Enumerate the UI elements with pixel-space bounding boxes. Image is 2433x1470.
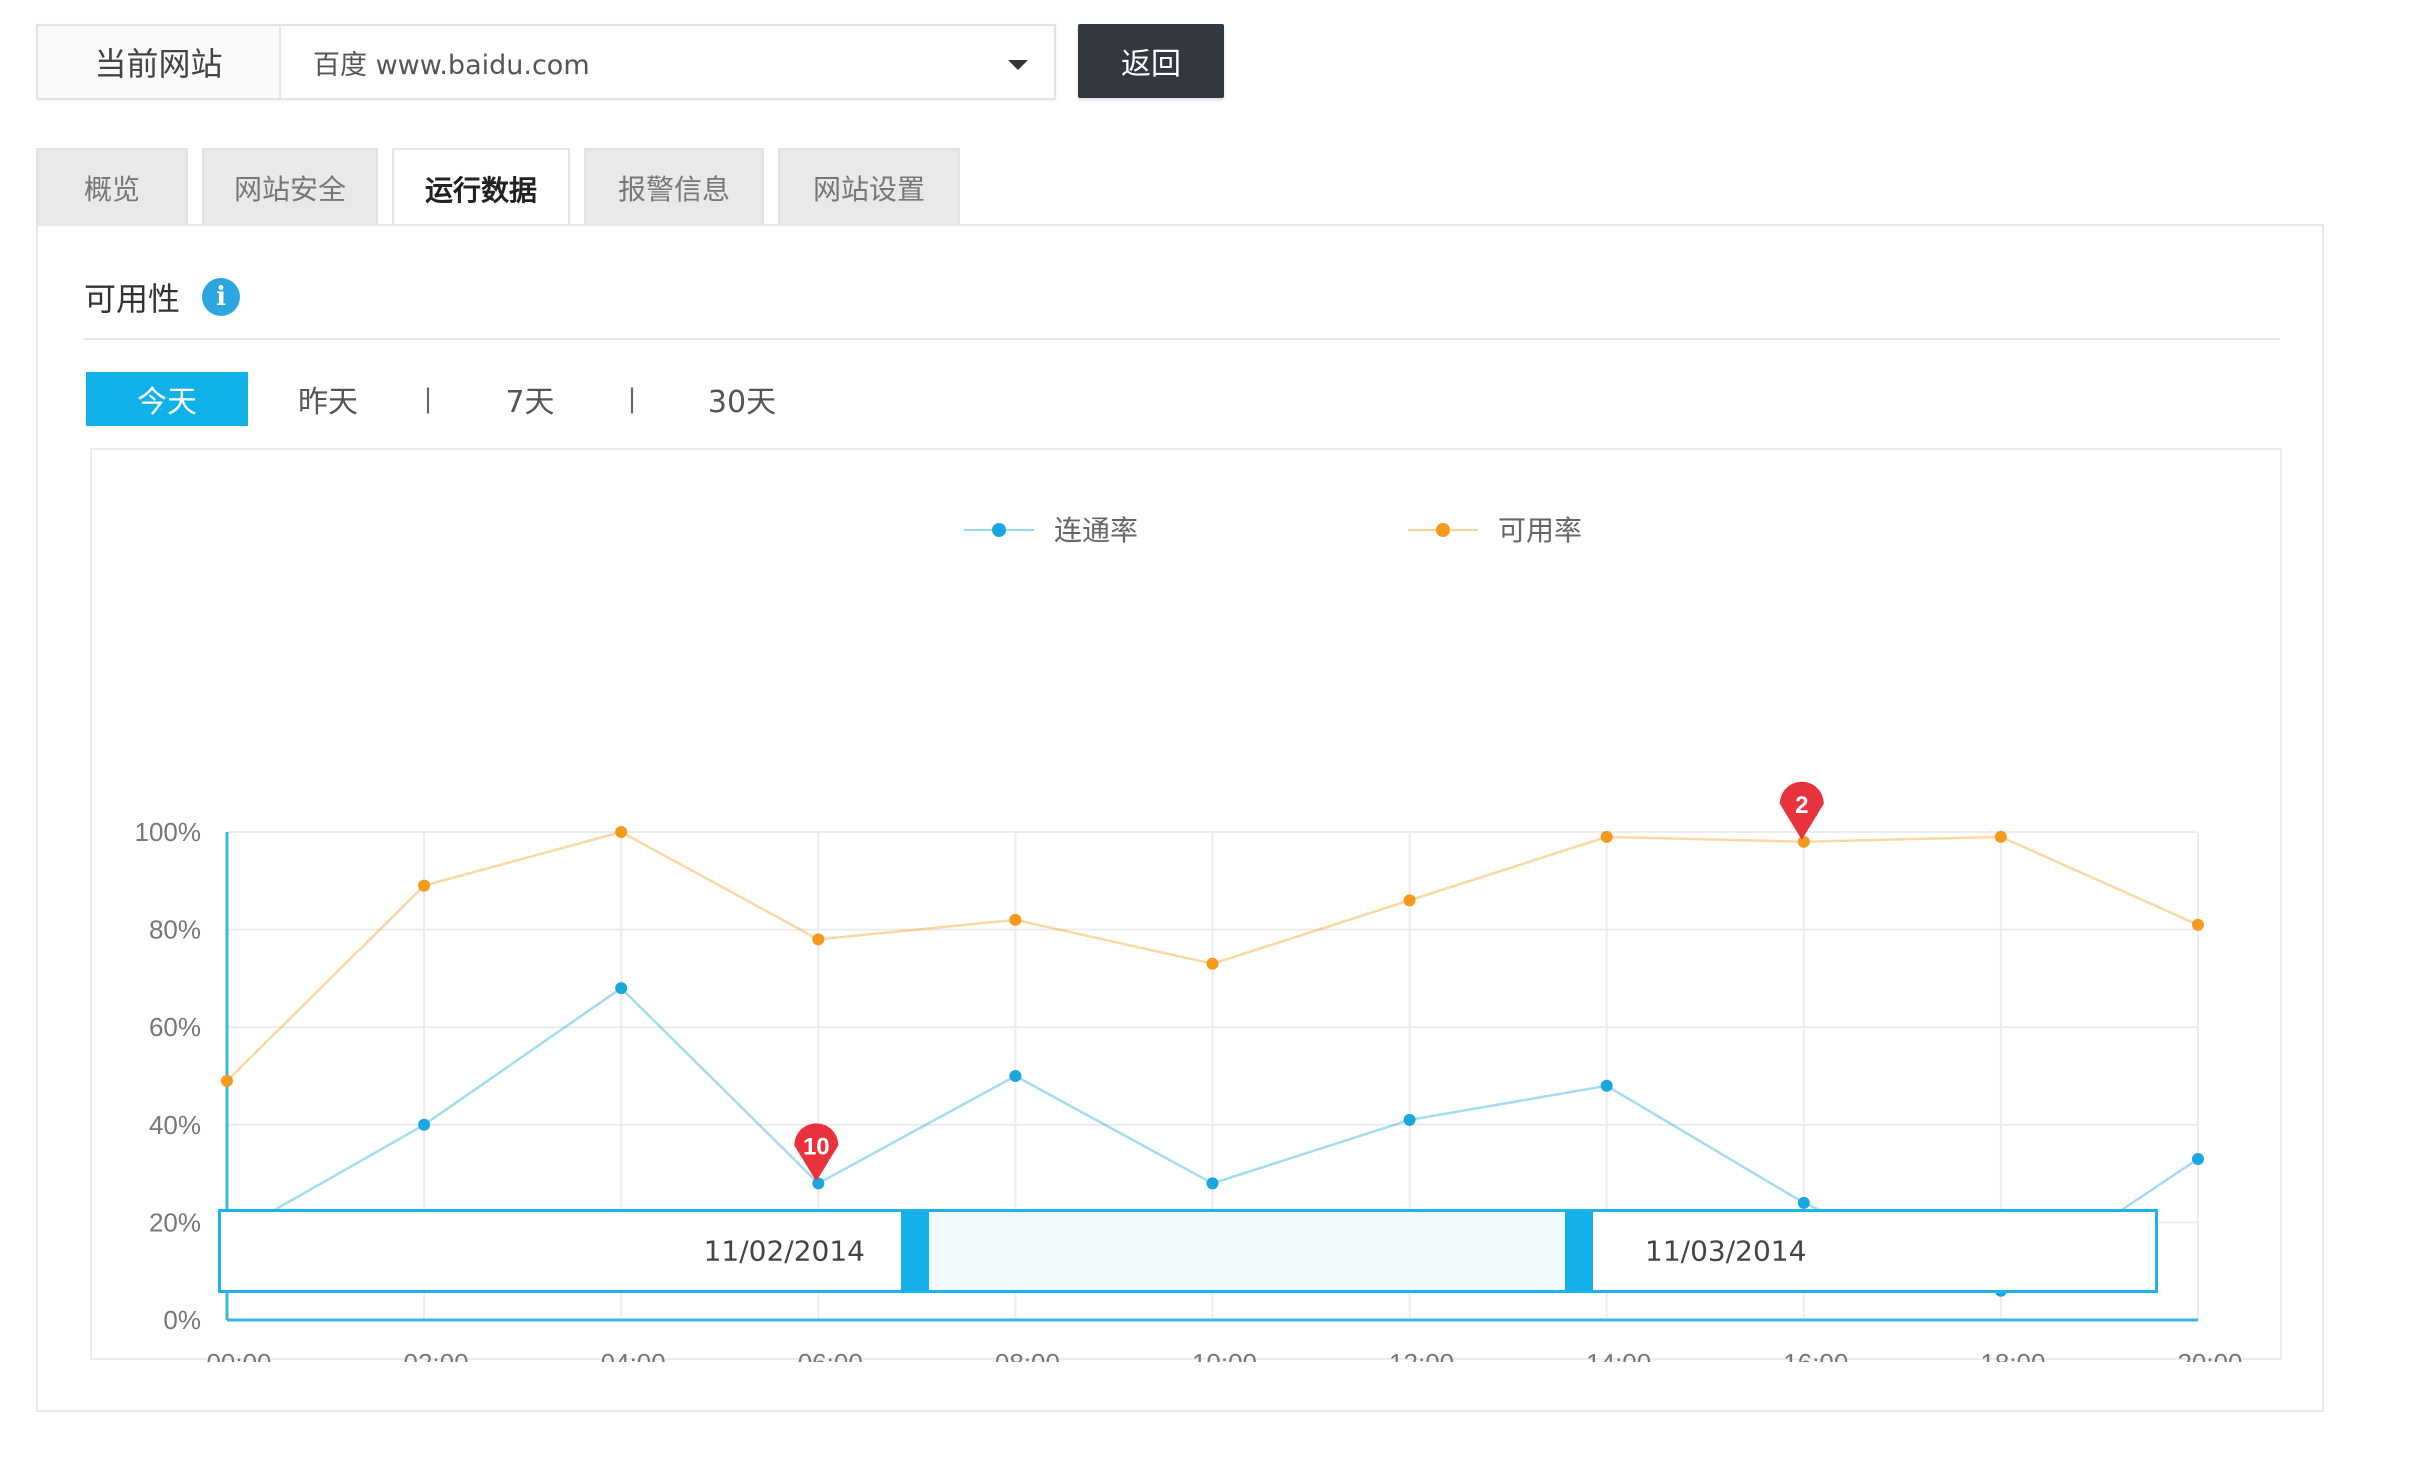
data-point[interactable] [2192, 1152, 2204, 1165]
main-tabs: 概览 网站安全 运行数据 报警信息 网站设置 [36, 148, 960, 228]
x-tick-label: 14:00 [1586, 1348, 1651, 1362]
slider-start-date: 11/02/2014 [703, 1234, 865, 1268]
data-point[interactable] [1206, 957, 1219, 970]
chevron-down-icon[interactable] [1008, 60, 1028, 70]
info-icon[interactable]: i [202, 278, 241, 316]
alert-pin-icon[interactable] [1779, 781, 1824, 840]
data-point[interactable] [615, 982, 628, 995]
availability-title: 可用性 [84, 280, 181, 318]
data-point[interactable] [1797, 1196, 1810, 1209]
y-tick-label: 0% [163, 1305, 201, 1335]
data-point[interactable] [1403, 894, 1416, 907]
section-title: 可用性 i [84, 274, 241, 320]
legend-label-availability: 可用率 [1498, 514, 1582, 547]
site-select-value: 百度 www.baidu.com [313, 49, 590, 81]
tab-site-settings[interactable]: 网站设置 [778, 148, 960, 226]
data-point[interactable] [221, 1074, 233, 1087]
data-point[interactable] [1994, 830, 2007, 843]
availability-chart: 0% 20% 40% 60% 80% 100% 00:00 02:00 04:00 06:00 08… [90, 448, 2282, 1362]
data-point[interactable] [1206, 1177, 1219, 1190]
data-point[interactable] [418, 1118, 431, 1131]
data-point[interactable] [615, 826, 628, 838]
data-point[interactable] [1797, 835, 1810, 848]
slider-right-handle[interactable] [1565, 1212, 1593, 1290]
alert-count-label: 10 [803, 1133, 830, 1160]
x-tick-label: 02:00 [404, 1348, 469, 1362]
data-point[interactable] [812, 933, 825, 946]
data-point[interactable] [1600, 830, 1613, 843]
range-today[interactable]: 今天 [86, 372, 248, 426]
x-tick-label: 10:00 [1192, 1348, 1257, 1362]
x-tick-label: 00:00 [206, 1348, 271, 1362]
data-point[interactable] [1403, 1113, 1416, 1126]
time-range-tabs: 今天 昨天 | 7天 | 30天 [86, 372, 832, 426]
y-tick-label: 80% [149, 915, 201, 945]
tab-runtime-data[interactable]: 运行数据 [392, 148, 570, 228]
y-tick-label: 40% [149, 1110, 201, 1140]
back-button[interactable]: 返回 [1078, 24, 1224, 98]
y-tick-label: 100% [135, 817, 202, 847]
data-point[interactable] [812, 1177, 825, 1190]
x-tick-label: 08:00 [995, 1348, 1060, 1362]
range-separator: | [627, 384, 637, 414]
y-tick-label: 20% [149, 1207, 201, 1237]
divider [84, 338, 2280, 340]
range-7-days[interactable]: 7天 [505, 385, 555, 420]
data-point[interactable] [2192, 918, 2204, 931]
range-yesterday[interactable]: 昨天 [298, 385, 358, 420]
date-range-slider[interactable]: 11/02/2014 11/03/2014 [218, 1209, 2158, 1293]
site-select-dropdown[interactable]: 百度 www.baidu.com [281, 26, 1054, 98]
range-30-days[interactable]: 30天 [707, 385, 777, 420]
data-point[interactable] [418, 879, 431, 892]
x-tick-label: 18:00 [1980, 1348, 2045, 1362]
slider-selected-range[interactable] [913, 1212, 1577, 1290]
alert-pin-icon[interactable] [794, 1123, 839, 1182]
data-point[interactable] [1009, 913, 1022, 926]
site-selector-bar: 当前网站 百度 www.baidu.com [36, 24, 1056, 100]
y-tick-label: 60% [149, 1012, 201, 1042]
x-tick-label: 20:00 [2177, 1348, 2242, 1362]
slider-left-handle[interactable] [901, 1212, 929, 1290]
current-site-label: 当前网站 [38, 26, 281, 98]
legend-marker [1436, 523, 1450, 537]
range-separator: | [423, 384, 433, 414]
x-tick-label: 04:00 [601, 1348, 666, 1362]
x-tick-label: 12:00 [1389, 1348, 1454, 1362]
slider-end-date: 11/03/2014 [1645, 1234, 1807, 1268]
data-point[interactable] [1009, 1070, 1022, 1082]
legend-marker [992, 523, 1006, 537]
alert-count-label: 2 [1795, 792, 1808, 819]
x-tick-label: 06:00 [798, 1348, 863, 1362]
legend-label-connectivity: 连通率 [1054, 514, 1138, 547]
tab-alerts[interactable]: 报警信息 [584, 148, 764, 226]
tab-overview[interactable]: 概览 [36, 148, 188, 226]
data-point[interactable] [1600, 1079, 1613, 1092]
x-tick-label: 16:00 [1783, 1348, 1848, 1362]
tab-site-security[interactable]: 网站安全 [202, 148, 378, 226]
